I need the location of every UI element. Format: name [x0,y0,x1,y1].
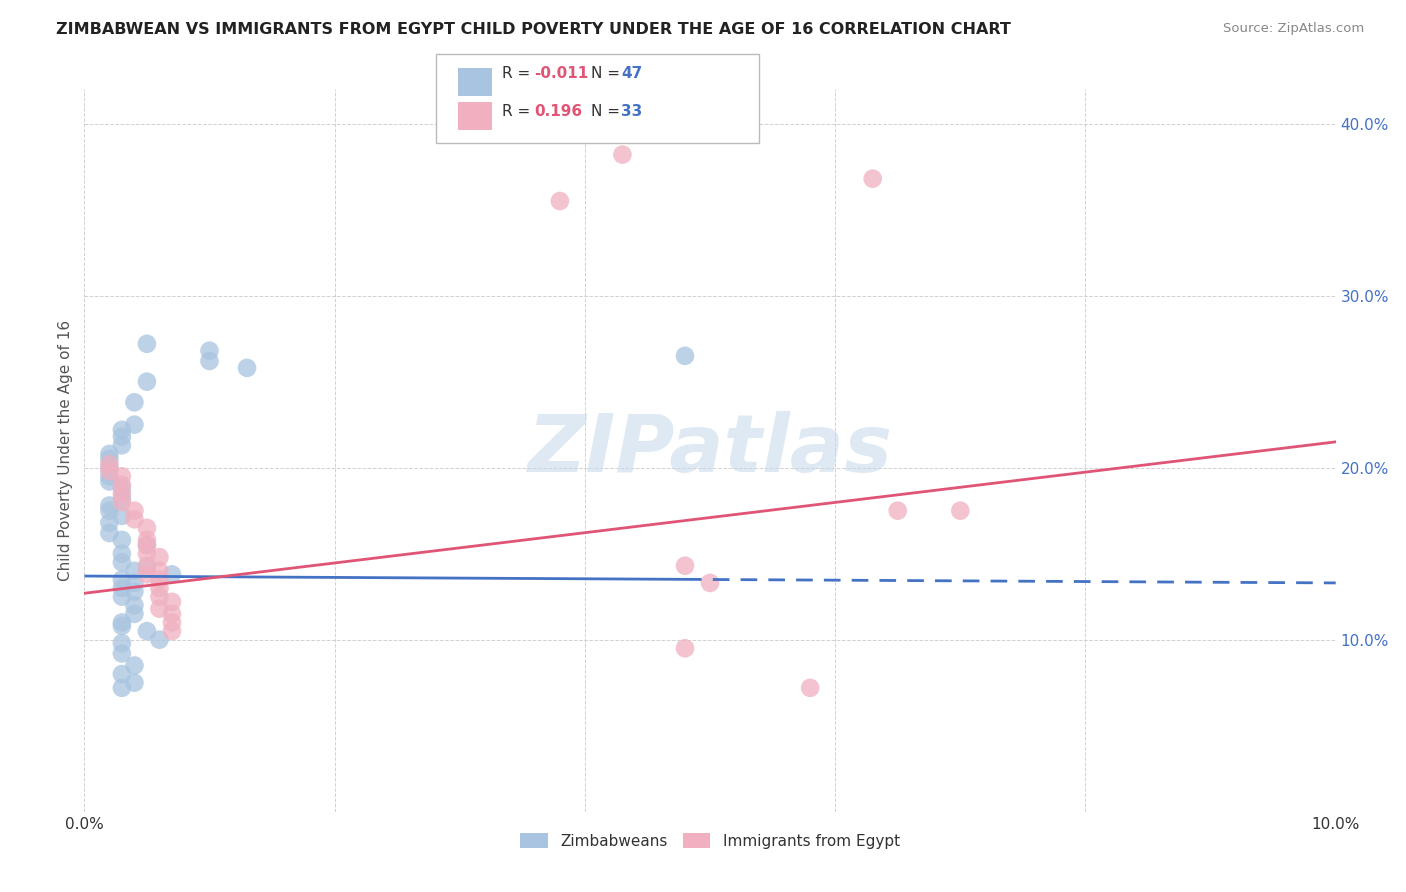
Point [111,619,134,633]
Point [148,564,170,578]
Point [111,681,134,695]
Point [673,349,696,363]
Point [98,464,121,478]
Point [98,526,121,541]
Point [124,607,146,621]
Point [111,508,134,523]
Point [148,601,170,615]
Point [111,478,134,492]
Point [148,581,170,595]
Point [98,503,121,517]
Point [160,615,183,630]
Point [124,417,146,432]
Point [98,469,121,483]
Point [136,375,159,389]
Point [111,555,134,569]
Point [111,615,134,630]
Point [98,447,121,461]
Text: 33: 33 [621,104,643,119]
Point [111,581,134,595]
Point [136,624,159,639]
Point [111,647,134,661]
Y-axis label: Child Poverty Under the Age of 16: Child Poverty Under the Age of 16 [58,320,73,581]
Text: Source: ZipAtlas.com: Source: ZipAtlas.com [1223,22,1364,36]
Point [111,667,134,681]
Point [949,503,972,517]
Point [111,590,134,604]
Point [124,576,146,591]
Point [111,636,134,650]
Text: N =: N = [591,104,624,119]
Point [111,495,134,509]
Text: N =: N = [591,66,624,80]
Point [887,503,910,517]
Point [136,533,159,547]
Point [136,558,159,573]
Point [136,547,159,561]
Point [98,460,121,475]
Text: ZIPatlas: ZIPatlas [527,411,893,490]
Point [148,632,170,647]
Point [160,624,183,639]
Point [98,516,121,530]
Point [98,499,121,513]
Point [124,564,146,578]
Text: 0.196: 0.196 [534,104,582,119]
Point [111,573,134,587]
Point [148,550,170,565]
Point [124,658,146,673]
Point [111,469,134,483]
Point [136,560,159,574]
Point [136,336,159,351]
Point [111,423,134,437]
Point [111,491,134,506]
Point [136,567,159,582]
Point [673,641,696,656]
Point [111,438,134,452]
Point [148,573,170,587]
Point [124,395,146,409]
Point [198,343,221,358]
Point [124,675,146,690]
Point [124,599,146,613]
Point [148,590,170,604]
Text: -0.011: -0.011 [534,66,589,80]
Point [160,607,183,621]
Point [98,457,121,471]
Legend: Zimbabweans, Immigrants from Egypt: Zimbabweans, Immigrants from Egypt [515,827,905,855]
Point [111,481,134,495]
Point [160,567,183,582]
Text: R =: R = [502,66,536,80]
Point [124,512,146,526]
Point [111,430,134,444]
Text: R =: R = [502,104,536,119]
Point [98,452,121,467]
Point [673,558,696,573]
Text: 47: 47 [621,66,643,80]
Point [799,681,821,695]
Point [136,538,159,552]
Point [160,595,183,609]
Point [612,147,634,161]
Point [111,547,134,561]
Point [548,194,571,208]
Point [198,354,221,368]
Point [124,503,146,517]
Text: ZIMBABWEAN VS IMMIGRANTS FROM EGYPT CHILD POVERTY UNDER THE AGE OF 16 CORRELATIO: ZIMBABWEAN VS IMMIGRANTS FROM EGYPT CHIL… [56,22,1011,37]
Point [236,360,259,375]
Point [98,475,121,489]
Point [111,486,134,500]
Point [124,584,146,599]
Point [111,533,134,547]
Point [136,521,159,535]
Point [699,576,721,591]
Point [136,538,159,552]
Point [862,171,884,186]
